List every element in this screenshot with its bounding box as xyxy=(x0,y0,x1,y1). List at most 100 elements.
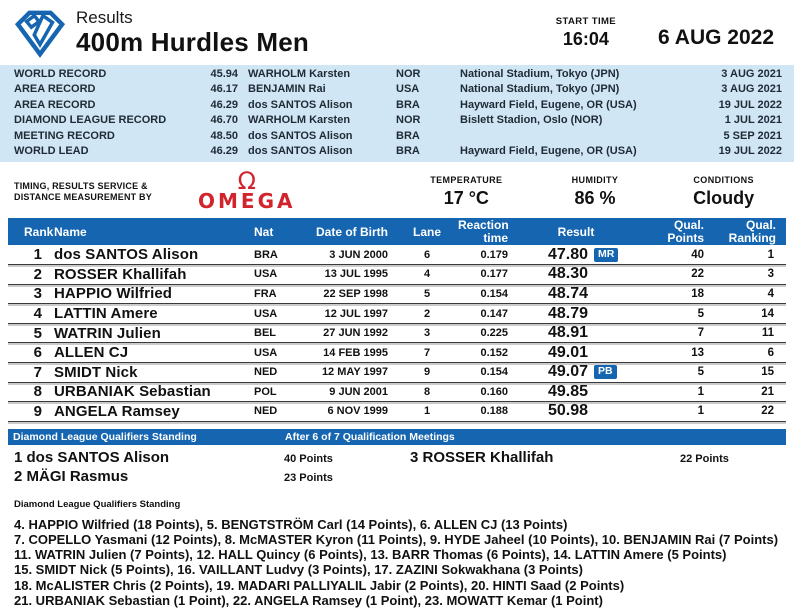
qualifiers-list: 4. HAPPIO Wilfried (18 Points), 5. BENGT… xyxy=(14,517,784,608)
header-lane: Lane xyxy=(412,224,441,239)
record-mark: 46.17 xyxy=(210,83,238,96)
record-venue: National Stadium, Tokyo (JPN) xyxy=(460,68,620,80)
record-athlete: dos SANTOS Alison xyxy=(248,145,353,158)
header-rank: Rank xyxy=(24,224,54,239)
record-row: DIAMOND LEAGUE RECORD 46.70 WARHOLM Kars… xyxy=(8,113,786,128)
reaction-time-cell: 0.225 xyxy=(480,327,508,340)
lane-cell: 6 xyxy=(423,248,431,261)
nationality-cell: USA xyxy=(254,307,278,320)
athlete-name-cell: ALLEN CJ xyxy=(54,344,129,362)
results-label: Results xyxy=(76,8,133,27)
result-row: 8 URBANIAK Sebastian POL 9 JUN 2001 8 0.… xyxy=(8,383,786,403)
athlete-name-cell: dos SANTOS Alison xyxy=(54,246,199,264)
qual-points-cell: 40 xyxy=(691,248,704,261)
qualifiers-list-section: Diamond League Qualifiers Standing 4. HA… xyxy=(0,487,794,608)
lane-cell: 2 xyxy=(423,307,431,320)
rank-cell: 6 xyxy=(33,344,42,362)
athlete-name-cell: WATRIN Julien xyxy=(54,324,161,342)
athlete-name-cell: SMIDT Nick xyxy=(54,363,138,381)
standing-right-column: 3 ROSSER Khallifah 22 Points xyxy=(410,449,729,487)
record-badge: PB xyxy=(594,365,617,380)
date-of-birth-cell: 12 MAY 1997 xyxy=(321,366,388,379)
qual-ranking-cell: 21 xyxy=(761,385,774,398)
timing-provider-text: TIMING, RESULTS SERVICE & DISTANCE MEASU… xyxy=(14,171,184,211)
result-cell: 48.74 xyxy=(516,285,636,303)
lane-cell: 1 xyxy=(423,405,431,418)
header-nat: Nat xyxy=(254,224,274,239)
qualifiers-list-title: Diamond League Qualifiers Standing xyxy=(14,498,181,510)
header-date-of-birth: Date of Birth xyxy=(316,224,388,239)
record-mark: 48.50 xyxy=(210,129,238,142)
records-section: WORLD RECORD 45.94 WARHOLM Karsten NOR N… xyxy=(0,65,794,163)
results-table-body: 1 dos SANTOS Alison BRA 3 JUN 2000 6 0.1… xyxy=(8,245,786,422)
temperature-block: TEMPERATURE 17 °C xyxy=(402,171,531,209)
title-block: Results 400m Hurdles Men xyxy=(76,8,556,56)
record-type: WORLD RECORD xyxy=(14,68,107,80)
record-nationality: BRA xyxy=(396,129,420,142)
athlete-name-cell: LATTIN Amere xyxy=(54,305,158,323)
nationality-cell: BRA xyxy=(254,248,278,261)
temperature-label: TEMPERATURE xyxy=(430,175,503,186)
record-row: AREA RECORD 46.17 BENJAMIN Rai USA Natio… xyxy=(8,82,786,97)
qual-ranking-cell: 22 xyxy=(761,405,774,418)
lane-cell: 4 xyxy=(423,268,431,281)
record-nationality: NOR xyxy=(396,114,421,127)
record-nationality: BRA xyxy=(396,98,420,111)
qual-ranking-cell: 3 xyxy=(767,268,774,281)
result-time: 50.98 xyxy=(547,402,588,420)
qualifiers-standing: 1 dos SANTOS Alison 40 Points 2 MÄGI Ras… xyxy=(8,449,786,487)
omega-symbol-icon: Ω xyxy=(237,167,256,196)
record-venue: Hayward Field, Eugene, OR (USA) xyxy=(460,145,637,158)
result-row: 6 ALLEN CJ USA 14 FEB 1995 7 0.152 49.01… xyxy=(8,343,786,363)
qual-points-cell: 5 xyxy=(697,366,704,379)
record-row: MEETING RECORD 48.50 dos SANTOS Alison B… xyxy=(8,129,786,144)
lane-cell: 7 xyxy=(423,346,431,359)
record-row: AREA RECORD 46.29 dos SANTOS Alison BRA … xyxy=(8,98,786,113)
qual-points-cell: 13 xyxy=(691,346,704,359)
record-badge: MR xyxy=(594,247,619,262)
conditions-block: CONDITIONS Cloudy xyxy=(659,171,788,209)
result-row: 4 LATTIN Amere USA 12 JUL 1997 2 0.147 4… xyxy=(8,304,786,324)
result-time: 49.85 xyxy=(547,382,588,400)
result-cell: 49.07 PB xyxy=(516,363,636,381)
result-time: 49.01 xyxy=(547,343,588,361)
qual-points-cell: 5 xyxy=(697,307,704,320)
rank-cell: 4 xyxy=(33,305,42,323)
record-date: 3 AUG 2021 xyxy=(721,83,782,96)
omega-wordmark: OMEGA xyxy=(198,189,296,214)
start-time-value: 16:04 xyxy=(562,29,609,49)
reaction-time-cell: 0.154 xyxy=(480,366,508,379)
reaction-time-cell: 0.152 xyxy=(480,346,508,359)
event-title: 400m Hurdles Men xyxy=(76,27,309,57)
humidity-block: HUMIDITY 86 % xyxy=(531,171,660,209)
record-mark: 46.70 xyxy=(210,114,238,127)
result-cell: 48.30 xyxy=(516,265,636,283)
qual-points-cell: 7 xyxy=(697,327,704,340)
conditions-label: CONDITIONS xyxy=(693,175,754,186)
standing-athlete: 2 MÄGI Rasmus xyxy=(14,467,129,485)
record-date: 1 JUL 2021 xyxy=(724,114,782,127)
result-row: 9 ANGELA Ramsey NED 6 NOV 1999 1 0.188 5… xyxy=(8,402,786,422)
nationality-cell: USA xyxy=(254,268,278,281)
qual-ranking-cell: 6 xyxy=(767,346,774,359)
rank-cell: 9 xyxy=(33,402,42,420)
record-athlete: WARHOLM Karsten xyxy=(248,114,351,127)
standing-athlete: 1 dos SANTOS Alison xyxy=(14,448,170,466)
record-type: AREA RECORD xyxy=(14,98,96,111)
qualifiers-bar: Diamond League Qualifiers Standing After… xyxy=(8,428,786,445)
rank-cell: 8 xyxy=(33,383,42,401)
lane-cell: 9 xyxy=(423,366,431,379)
timing-provider-line2: DISTANCE MEASUREMENT BY xyxy=(14,192,152,203)
page-header: Results 400m Hurdles Men START TIME 16:0… xyxy=(0,0,794,62)
standing-points: 40 Points xyxy=(284,452,333,465)
start-time-label: START TIME xyxy=(555,16,617,27)
qual-points-cell: 18 xyxy=(691,287,704,300)
header-name: Name xyxy=(54,224,87,239)
lane-cell: 5 xyxy=(423,287,431,300)
humidity-value: 86 % xyxy=(574,188,616,209)
header-result: Result xyxy=(557,224,595,239)
timing-provider-line1: TIMING, RESULTS SERVICE & xyxy=(14,181,148,192)
qualifiers-bar-subtitle: After 6 of 7 Qualification Meetings xyxy=(285,430,455,443)
nationality-cell: NED xyxy=(254,366,278,379)
result-row: 7 SMIDT Nick NED 12 MAY 1997 9 0.154 49.… xyxy=(8,363,786,383)
